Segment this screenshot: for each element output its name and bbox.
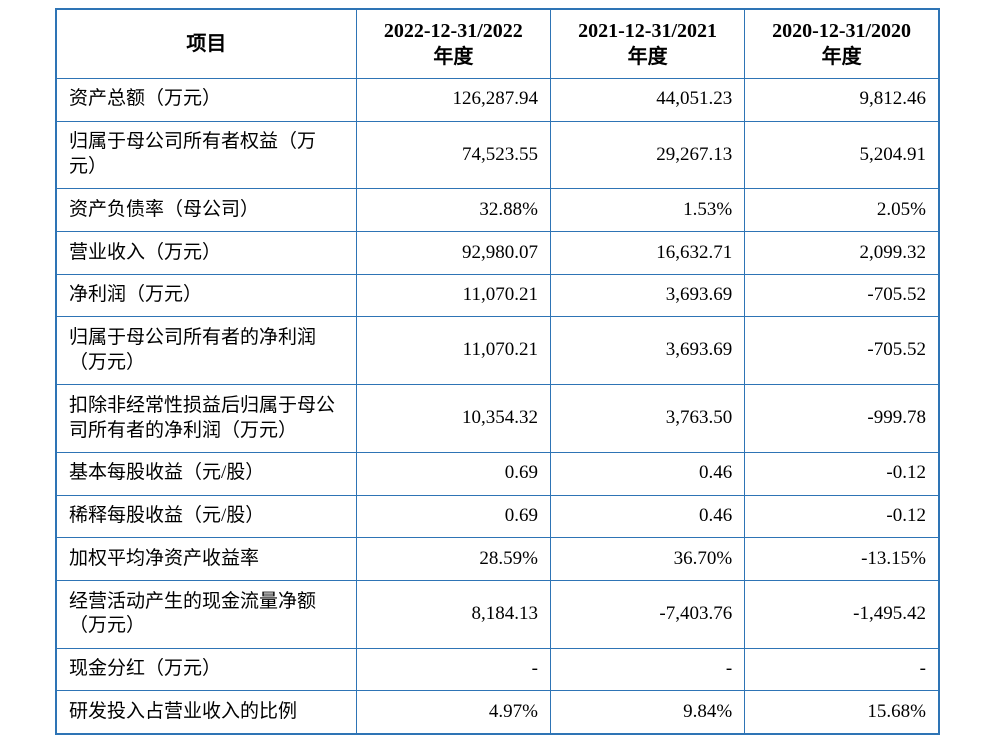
row-label: 归属于母公司所有者权益（万元） (55, 120, 357, 190)
table-row: 归属于母公司所有者权益（万元） 74,523.55 29,267.13 5,20… (55, 120, 940, 190)
row-label: 现金分红（万元） (55, 647, 357, 692)
row-label: 归属于母公司所有者的净利润（万元） (55, 316, 357, 386)
table-row: 研发投入占营业收入的比例 4.97% 9.84% 15.68% (55, 690, 940, 735)
cell-value: 11,070.21 (355, 316, 551, 386)
cell-value: 3,693.69 (549, 316, 746, 386)
financial-summary-table: 项目 2022-12-31/2022 年度 2021-12-31/2021 年度… (55, 8, 940, 735)
cell-value: 9,812.46 (744, 78, 940, 122)
period-column-header-2020: 2020-12-31/2020 年度 (744, 8, 940, 79)
cell-value: -0.12 (744, 451, 940, 496)
table-row: 基本每股收益（元/股） 0.69 0.46 -0.12 (55, 451, 940, 496)
table-row: 经营活动产生的现金流量净额（万元） 8,184.13 -7,403.76 -1,… (55, 579, 940, 649)
cell-value: 5,204.91 (744, 120, 940, 190)
cell-value: -0.12 (744, 494, 940, 539)
cell-value: 0.69 (355, 494, 551, 539)
table-row: 资产总额（万元） 126,287.94 44,051.23 9,812.46 (55, 78, 940, 122)
row-label: 资产负债率（母公司） (55, 188, 357, 233)
cell-value: 4.97% (355, 690, 551, 735)
cell-value: 2.05% (744, 188, 940, 233)
cell-value: 44,051.23 (549, 78, 746, 122)
cell-value: -705.52 (744, 316, 940, 386)
cell-value: 11,070.21 (355, 273, 551, 318)
cell-value: - (549, 647, 746, 692)
cell-value: 29,267.13 (549, 120, 746, 190)
cell-value: 36.70% (549, 537, 746, 581)
row-label: 加权平均净资产收益率 (55, 537, 357, 581)
cell-value: - (355, 647, 551, 692)
cell-value: 74,523.55 (355, 120, 551, 190)
row-label: 扣除非经常性损益后归属于母公司所有者的净利润（万元） (55, 384, 357, 453)
table-row: 现金分红（万元） - - - (55, 647, 940, 692)
cell-value: -7,403.76 (549, 579, 746, 649)
cell-value: -13.15% (744, 537, 940, 581)
table-row: 稀释每股收益（元/股） 0.69 0.46 -0.12 (55, 494, 940, 539)
table-row: 归属于母公司所有者的净利润（万元） 11,070.21 3,693.69 -70… (55, 316, 940, 386)
header-row: 项目 2022-12-31/2022 年度 2021-12-31/2021 年度… (55, 8, 940, 79)
cell-value: 10,354.32 (355, 384, 551, 453)
table-row: 加权平均净资产收益率 28.59% 36.70% -13.15% (55, 537, 940, 581)
row-label: 营业收入（万元） (55, 231, 357, 275)
row-label: 净利润（万元） (55, 273, 357, 318)
cell-value: 3,763.50 (549, 384, 746, 453)
table-row: 扣除非经常性损益后归属于母公司所有者的净利润（万元） 10,354.32 3,7… (55, 384, 940, 453)
cell-value: 0.46 (549, 451, 746, 496)
row-label: 基本每股收益（元/股） (55, 451, 357, 496)
cell-value: 1.53% (549, 188, 746, 233)
period-column-header-2022: 2022-12-31/2022 年度 (355, 8, 551, 79)
cell-value: 126,287.94 (355, 78, 551, 122)
cell-value: 32.88% (355, 188, 551, 233)
row-label: 资产总额（万元） (55, 78, 357, 122)
cell-value: - (744, 647, 940, 692)
cell-value: 28.59% (355, 537, 551, 581)
cell-value: 9.84% (549, 690, 746, 735)
cell-value: 15.68% (744, 690, 940, 735)
cell-value: 3,693.69 (549, 273, 746, 318)
cell-value: 92,980.07 (355, 231, 551, 275)
row-label: 稀释每股收益（元/股） (55, 494, 357, 539)
item-column-header: 项目 (55, 8, 357, 79)
table-row: 资产负债率（母公司） 32.88% 1.53% 2.05% (55, 188, 940, 233)
cell-value: 0.46 (549, 494, 746, 539)
cell-value: -1,495.42 (744, 579, 940, 649)
cell-value: -705.52 (744, 273, 940, 318)
row-label: 经营活动产生的现金流量净额（万元） (55, 579, 357, 649)
period-column-header-2021: 2021-12-31/2021 年度 (549, 8, 746, 79)
row-label: 研发投入占营业收入的比例 (55, 690, 357, 735)
table-row: 营业收入（万元） 92,980.07 16,632.71 2,099.32 (55, 231, 940, 275)
cell-value: 16,632.71 (549, 231, 746, 275)
cell-value: 2,099.32 (744, 231, 940, 275)
cell-value: 0.69 (355, 451, 551, 496)
table-row: 净利润（万元） 11,070.21 3,693.69 -705.52 (55, 273, 940, 318)
cell-value: -999.78 (744, 384, 940, 453)
cell-value: 8,184.13 (355, 579, 551, 649)
